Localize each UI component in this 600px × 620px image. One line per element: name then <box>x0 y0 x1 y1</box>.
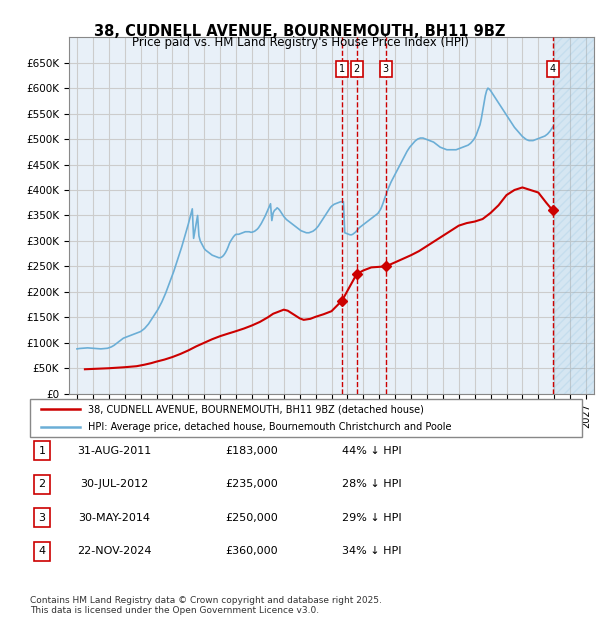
Text: 3: 3 <box>383 64 389 74</box>
Text: 28% ↓ HPI: 28% ↓ HPI <box>342 479 402 489</box>
Text: £183,000: £183,000 <box>226 446 278 456</box>
Text: Contains HM Land Registry data © Crown copyright and database right 2025.
This d: Contains HM Land Registry data © Crown c… <box>30 596 382 615</box>
Text: HPI: Average price, detached house, Bournemouth Christchurch and Poole: HPI: Average price, detached house, Bour… <box>88 422 451 433</box>
Bar <box>553 37 594 394</box>
Text: 38, CUDNELL AVENUE, BOURNEMOUTH, BH11 9BZ (detached house): 38, CUDNELL AVENUE, BOURNEMOUTH, BH11 9B… <box>88 404 424 414</box>
Text: 30-JUL-2012: 30-JUL-2012 <box>80 479 148 489</box>
Text: 1: 1 <box>38 446 46 456</box>
Text: 30-MAY-2014: 30-MAY-2014 <box>78 513 150 523</box>
Text: 44% ↓ HPI: 44% ↓ HPI <box>342 446 402 456</box>
Text: 2: 2 <box>353 64 360 74</box>
Text: 3: 3 <box>38 513 46 523</box>
Text: 1: 1 <box>339 64 345 74</box>
Text: 29% ↓ HPI: 29% ↓ HPI <box>342 513 402 523</box>
Text: £235,000: £235,000 <box>226 479 278 489</box>
Text: 31-AUG-2011: 31-AUG-2011 <box>77 446 151 456</box>
Text: 2: 2 <box>38 479 46 489</box>
FancyBboxPatch shape <box>30 399 582 437</box>
Text: 38, CUDNELL AVENUE, BOURNEMOUTH, BH11 9BZ: 38, CUDNELL AVENUE, BOURNEMOUTH, BH11 9B… <box>94 24 506 38</box>
Text: £360,000: £360,000 <box>226 546 278 556</box>
Text: 34% ↓ HPI: 34% ↓ HPI <box>342 546 402 556</box>
Text: £250,000: £250,000 <box>226 513 278 523</box>
Text: 4: 4 <box>550 64 556 74</box>
Text: 4: 4 <box>38 546 46 556</box>
Text: Price paid vs. HM Land Registry's House Price Index (HPI): Price paid vs. HM Land Registry's House … <box>131 36 469 49</box>
Text: 22-NOV-2024: 22-NOV-2024 <box>77 546 151 556</box>
